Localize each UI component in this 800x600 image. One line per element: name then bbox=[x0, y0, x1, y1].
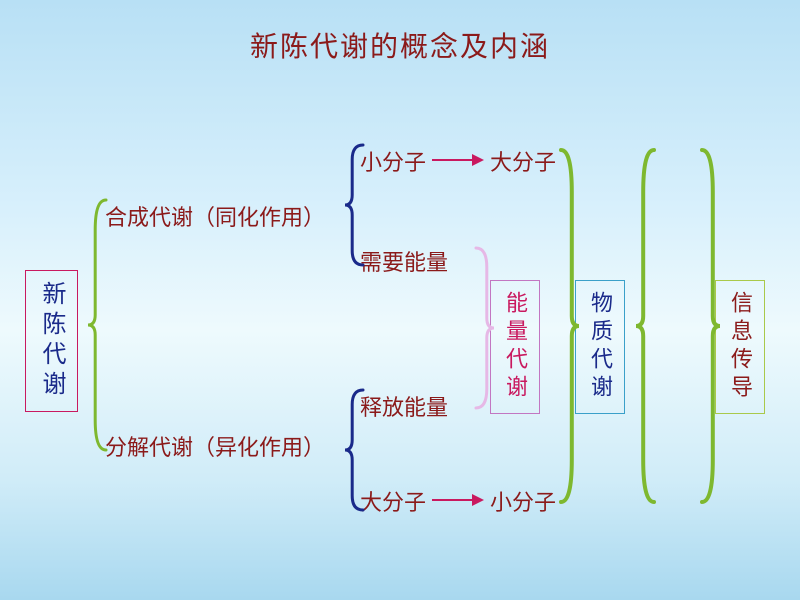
root-node: 新陈代谢 bbox=[25, 270, 78, 412]
arrow-line bbox=[432, 499, 472, 502]
brace-signal-open bbox=[636, 150, 654, 502]
leaf-small-molecule-2: 小分子 bbox=[490, 485, 556, 517]
summary-energy: 能量代谢 bbox=[490, 280, 540, 414]
leaf-release-energy: 释放能量 bbox=[360, 390, 448, 422]
branch-synthesis: 合成代谢（同化作用） bbox=[105, 200, 325, 232]
leaf-need-energy: 需要能量 bbox=[360, 245, 448, 277]
title-text: 新陈代谢的概念及内涵 bbox=[250, 32, 550, 63]
summary-signal: 信息传导 bbox=[715, 280, 765, 414]
leaf-small-molecule: 小分子 bbox=[360, 145, 426, 177]
brace-signal-close bbox=[702, 150, 720, 502]
arrow-small-to-large bbox=[432, 154, 484, 166]
arrow-line bbox=[432, 159, 472, 162]
arrow-head-icon bbox=[472, 494, 484, 506]
leaf-large-molecule-2: 大分子 bbox=[360, 485, 426, 517]
brace-root bbox=[88, 200, 106, 450]
brace-energy bbox=[476, 248, 494, 408]
diagram-title: 新陈代谢的概念及内涵 bbox=[250, 25, 550, 65]
brace-catabolism bbox=[345, 390, 363, 510]
brace-material bbox=[561, 150, 579, 502]
summary-material: 物质代谢 bbox=[575, 280, 625, 414]
leaf-large-molecule: 大分子 bbox=[490, 145, 556, 177]
branch-catabolism: 分解代谢（异化作用） bbox=[105, 430, 325, 462]
brace-synthesis bbox=[345, 145, 363, 265]
arrow-large-to-small bbox=[432, 494, 484, 506]
arrow-head-icon bbox=[472, 154, 484, 166]
